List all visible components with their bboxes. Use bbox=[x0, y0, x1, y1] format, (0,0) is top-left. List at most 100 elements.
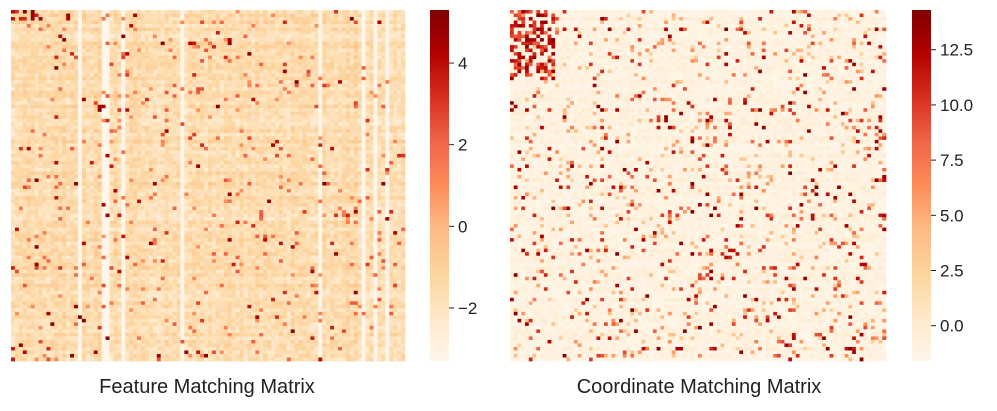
heatmap-cell bbox=[298, 136, 303, 141]
heatmap-cell bbox=[397, 73, 402, 78]
heatmap-cell bbox=[77, 45, 83, 49]
heatmap-cell bbox=[397, 122, 402, 127]
heatmap-cell bbox=[314, 20, 319, 25]
heatmap-cell bbox=[389, 129, 394, 134]
heatmap-cell bbox=[89, 111, 95, 116]
heatmap-cell bbox=[227, 97, 232, 102]
heatmap-cell bbox=[322, 136, 327, 141]
heatmap-cell bbox=[137, 17, 142, 21]
heatmap-cell bbox=[294, 97, 299, 102]
heatmap-cell bbox=[282, 66, 288, 71]
heatmap-cell bbox=[196, 87, 201, 92]
heatmap-cell bbox=[259, 20, 264, 25]
heatmap-cell bbox=[381, 153, 386, 158]
heatmap-cell bbox=[302, 10, 307, 14]
heatmap-cell bbox=[26, 111, 32, 116]
heatmap-cell bbox=[46, 160, 51, 165]
heatmap-cell bbox=[341, 62, 347, 67]
heatmap-cell bbox=[211, 34, 217, 39]
heatmap-cell bbox=[208, 146, 213, 151]
heatmap-cell bbox=[349, 157, 355, 162]
heatmap-cell bbox=[22, 73, 28, 78]
heatmap-cell bbox=[239, 143, 244, 148]
heatmap-cell bbox=[211, 118, 217, 123]
heatmap-cell bbox=[235, 45, 240, 49]
heatmap-cell bbox=[14, 45, 20, 49]
heatmap-cell bbox=[97, 132, 102, 137]
heatmap-cell bbox=[188, 62, 193, 67]
heatmap-cell bbox=[271, 108, 276, 113]
heatmap-cell bbox=[125, 178, 130, 183]
heatmap-cell bbox=[255, 136, 260, 141]
heatmap-cell bbox=[294, 167, 299, 172]
heatmap-cell bbox=[125, 111, 130, 116]
heatmap-cell bbox=[172, 181, 177, 186]
heatmap-cell bbox=[192, 55, 197, 60]
heatmap-cell bbox=[326, 178, 331, 183]
heatmap-cell bbox=[11, 146, 16, 151]
heatmap-cell bbox=[58, 160, 63, 165]
heatmap-cell bbox=[322, 178, 327, 183]
heatmap-cell bbox=[345, 62, 351, 67]
heatmap-cell bbox=[54, 150, 59, 155]
heatmap-cell bbox=[215, 153, 221, 158]
heatmap-cell bbox=[401, 52, 406, 56]
heatmap-cell bbox=[373, 10, 378, 14]
heatmap-cell bbox=[361, 90, 366, 95]
heatmap-cell bbox=[263, 24, 268, 28]
heatmap-cell bbox=[93, 69, 99, 74]
heatmap-cell bbox=[81, 31, 87, 35]
heatmap-cell bbox=[204, 111, 209, 116]
heatmap-cell bbox=[70, 101, 75, 106]
heatmap-cell bbox=[369, 101, 374, 106]
heatmap-cell bbox=[211, 132, 217, 137]
heatmap-cell bbox=[369, 62, 374, 67]
heatmap-cell bbox=[338, 55, 343, 60]
heatmap-cell bbox=[156, 97, 162, 102]
heatmap-cell bbox=[93, 90, 99, 95]
heatmap-cell bbox=[255, 104, 260, 109]
heatmap-cell bbox=[361, 108, 366, 113]
heatmap-cell bbox=[267, 94, 272, 99]
heatmap-cell bbox=[341, 118, 347, 123]
heatmap-cell bbox=[231, 97, 236, 102]
heatmap-cell bbox=[247, 59, 252, 63]
heatmap-cell bbox=[160, 17, 166, 21]
heatmap-cell bbox=[14, 59, 20, 63]
heatmap-cell bbox=[361, 41, 366, 46]
heatmap-cell bbox=[176, 94, 181, 99]
heatmap-cell bbox=[74, 41, 79, 46]
heatmap-cell bbox=[397, 139, 402, 144]
heatmap-cell bbox=[109, 48, 114, 53]
heatmap-cell bbox=[148, 90, 154, 95]
heatmap-cell bbox=[401, 76, 406, 81]
heatmap-cell bbox=[377, 108, 382, 113]
heatmap-cell bbox=[267, 136, 272, 141]
heatmap-cell bbox=[294, 66, 299, 71]
heatmap-cell bbox=[22, 115, 28, 120]
heatmap-cell bbox=[125, 41, 130, 46]
heatmap-cell bbox=[278, 10, 284, 14]
heatmap-cell bbox=[243, 17, 248, 21]
heatmap-cell bbox=[66, 55, 71, 60]
heatmap-cell bbox=[294, 10, 299, 14]
heatmap-cell bbox=[259, 45, 264, 49]
heatmap-cell bbox=[14, 178, 20, 183]
heatmap-cell bbox=[381, 146, 386, 151]
heatmap-cell bbox=[97, 171, 102, 176]
heatmap-cell bbox=[385, 167, 390, 172]
heatmap-cell bbox=[133, 66, 138, 71]
heatmap-cell bbox=[54, 167, 59, 172]
heatmap-cell bbox=[251, 69, 256, 74]
heatmap-cell bbox=[381, 143, 386, 148]
heatmap-cell bbox=[200, 83, 205, 88]
heatmap-cell bbox=[294, 17, 299, 21]
heatmap-cell bbox=[278, 115, 284, 120]
heatmap-cell bbox=[81, 55, 87, 60]
heatmap-cell bbox=[239, 164, 244, 169]
heatmap-cell bbox=[401, 97, 406, 102]
heatmap-cell bbox=[255, 129, 260, 134]
heatmap-cell bbox=[282, 62, 288, 67]
heatmap-cell bbox=[259, 101, 264, 106]
heatmap-cell bbox=[85, 83, 91, 88]
